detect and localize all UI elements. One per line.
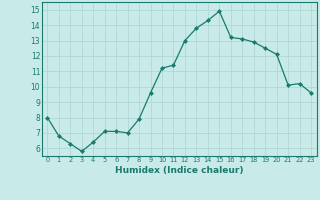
X-axis label: Humidex (Indice chaleur): Humidex (Indice chaleur) [115, 166, 244, 175]
